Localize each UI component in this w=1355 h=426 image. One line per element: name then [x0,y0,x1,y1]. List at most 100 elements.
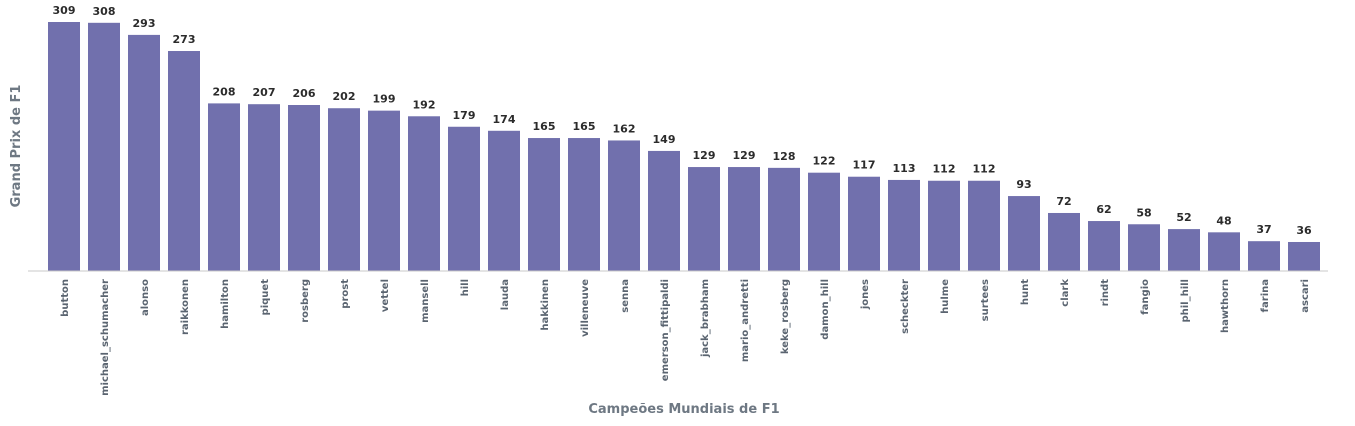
value-label-villeneuve: 165 [573,120,596,133]
value-label-button: 309 [53,4,76,17]
x-tick-senna: senna [620,279,631,313]
bar-emerson_fittipaldi [648,150,680,271]
value-label-surtees: 112 [973,163,996,176]
bar-mario_andretti [728,167,760,271]
bar-jack_brabham [688,167,720,271]
x-tick-phil_hill: phil_hill [1180,279,1191,323]
value-label-rosberg: 206 [293,87,316,100]
x-tick-prost: prost [340,279,351,309]
value-label-senna: 162 [613,122,636,135]
x-tick-rosberg: rosberg [300,279,311,323]
bar-prost [328,108,360,271]
bar-mansell [408,116,440,271]
value-label-farina: 37 [1256,223,1271,236]
x-tick-jack_brabham: jack_brabham [700,279,711,358]
x-tick-fangio: fangio [1140,279,1151,315]
x-tick-hawthorn: hawthorn [1220,279,1231,333]
value-label-hunt: 93 [1016,178,1031,191]
x-tick-villeneuve: villeneuve [580,279,591,337]
value-labels-group: 309 308 293 273 208 207 206 202 199 192 179 174 165 1… [53,4,1312,237]
bar-surtees [968,180,1000,271]
y-axis-title: Grand Prix de F1 [9,85,24,208]
x-tick-piquet: piquet [260,279,271,316]
x-tick-rindt: rindt [1100,279,1111,307]
bar-rindt [1088,221,1120,271]
bar-hulme [928,180,960,271]
bar-phil_hill [1168,229,1200,271]
bar-raikkonen [168,51,200,272]
value-label-vettel: 199 [373,93,396,106]
bar-hamilton [208,103,240,271]
x-tick-labels-group: button michael_schumacher alonso raikkonen h… [60,279,1311,396]
bar-vettel [368,110,400,271]
x-tick-hill: hill [460,279,471,296]
value-label-emerson_fittipaldi: 149 [653,133,676,146]
x-tick-emerson_fittipaldi: emerson_fittipaldi [660,279,671,381]
value-label-piquet: 207 [253,86,276,99]
bar-keke_rosberg [768,167,800,271]
bar-alonso [128,34,160,271]
bar-senna [608,140,640,271]
x-tick-hulme: hulme [940,279,951,314]
bar-ascari [1288,241,1320,271]
x-tick-damon_hill: damon_hill [820,279,831,340]
value-label-mario_andretti: 129 [733,149,756,162]
x-tick-surtees: surtees [980,279,991,321]
bar-farina [1248,241,1280,271]
x-tick-mansell: mansell [420,279,431,323]
value-label-hawthorn: 48 [1216,214,1231,227]
x-tick-vettel: vettel [380,279,391,312]
value-label-jones: 117 [853,159,876,172]
value-label-phil_hill: 52 [1176,211,1191,224]
bar-hawthorn [1208,232,1240,271]
x-tick-lauda: lauda [500,279,511,310]
value-label-clark: 72 [1056,195,1071,208]
x-tick-ascari: ascari [1300,279,1311,313]
value-label-alonso: 293 [133,17,156,30]
x-tick-alonso: alonso [140,279,151,316]
bar-button [48,22,80,271]
bar-damon_hill [808,172,840,271]
bars-group [48,22,1320,272]
x-tick-raikkonen: raikkonen [180,279,191,335]
bar-lauda [488,130,520,271]
bar-michael_schumacher [88,22,120,272]
value-label-hill: 179 [453,109,476,122]
value-label-michael_schumacher: 308 [93,5,116,18]
bar-hill [448,126,480,271]
value-label-damon_hill: 122 [813,155,836,168]
value-label-fangio: 58 [1136,206,1151,219]
x-tick-mario_andretti: mario_andretti [740,279,751,362]
bar-piquet [248,104,280,271]
x-tick-button: button [60,279,71,317]
value-label-jack_brabham: 129 [693,149,716,162]
x-tick-hunt: hunt [1020,279,1031,305]
value-label-hamilton: 208 [213,85,236,98]
value-label-prost: 202 [333,90,356,103]
value-label-rindt: 62 [1096,203,1111,216]
value-label-scheckter: 113 [893,162,916,175]
x-axis-title: Campeões Mundiais de F1 [588,402,779,417]
x-tick-michael_schumacher: michael_schumacher [100,279,111,396]
value-label-hulme: 112 [933,163,956,176]
bar-scheckter [888,179,920,271]
x-tick-scheckter: scheckter [900,279,911,334]
x-tick-keke_rosberg: keke_rosberg [780,279,791,354]
value-label-lauda: 174 [493,113,516,126]
value-label-keke_rosberg: 128 [773,150,796,163]
bar-clark [1048,212,1080,271]
x-tick-hakkinen: hakkinen [540,279,551,331]
value-label-raikkonen: 273 [173,33,196,46]
x-tick-farina: farina [1260,279,1271,312]
x-tick-hamilton: hamilton [220,279,231,329]
bar-hunt [1008,196,1040,271]
bar-rosberg [288,105,320,271]
bar-jones [848,176,880,271]
bar-fangio [1128,224,1160,271]
x-tick-jones: jones [860,279,871,310]
value-label-mansell: 192 [413,98,436,111]
bar-hakkinen [528,138,560,271]
bar-villeneuve [568,138,600,271]
x-tick-clark: clark [1060,279,1071,307]
